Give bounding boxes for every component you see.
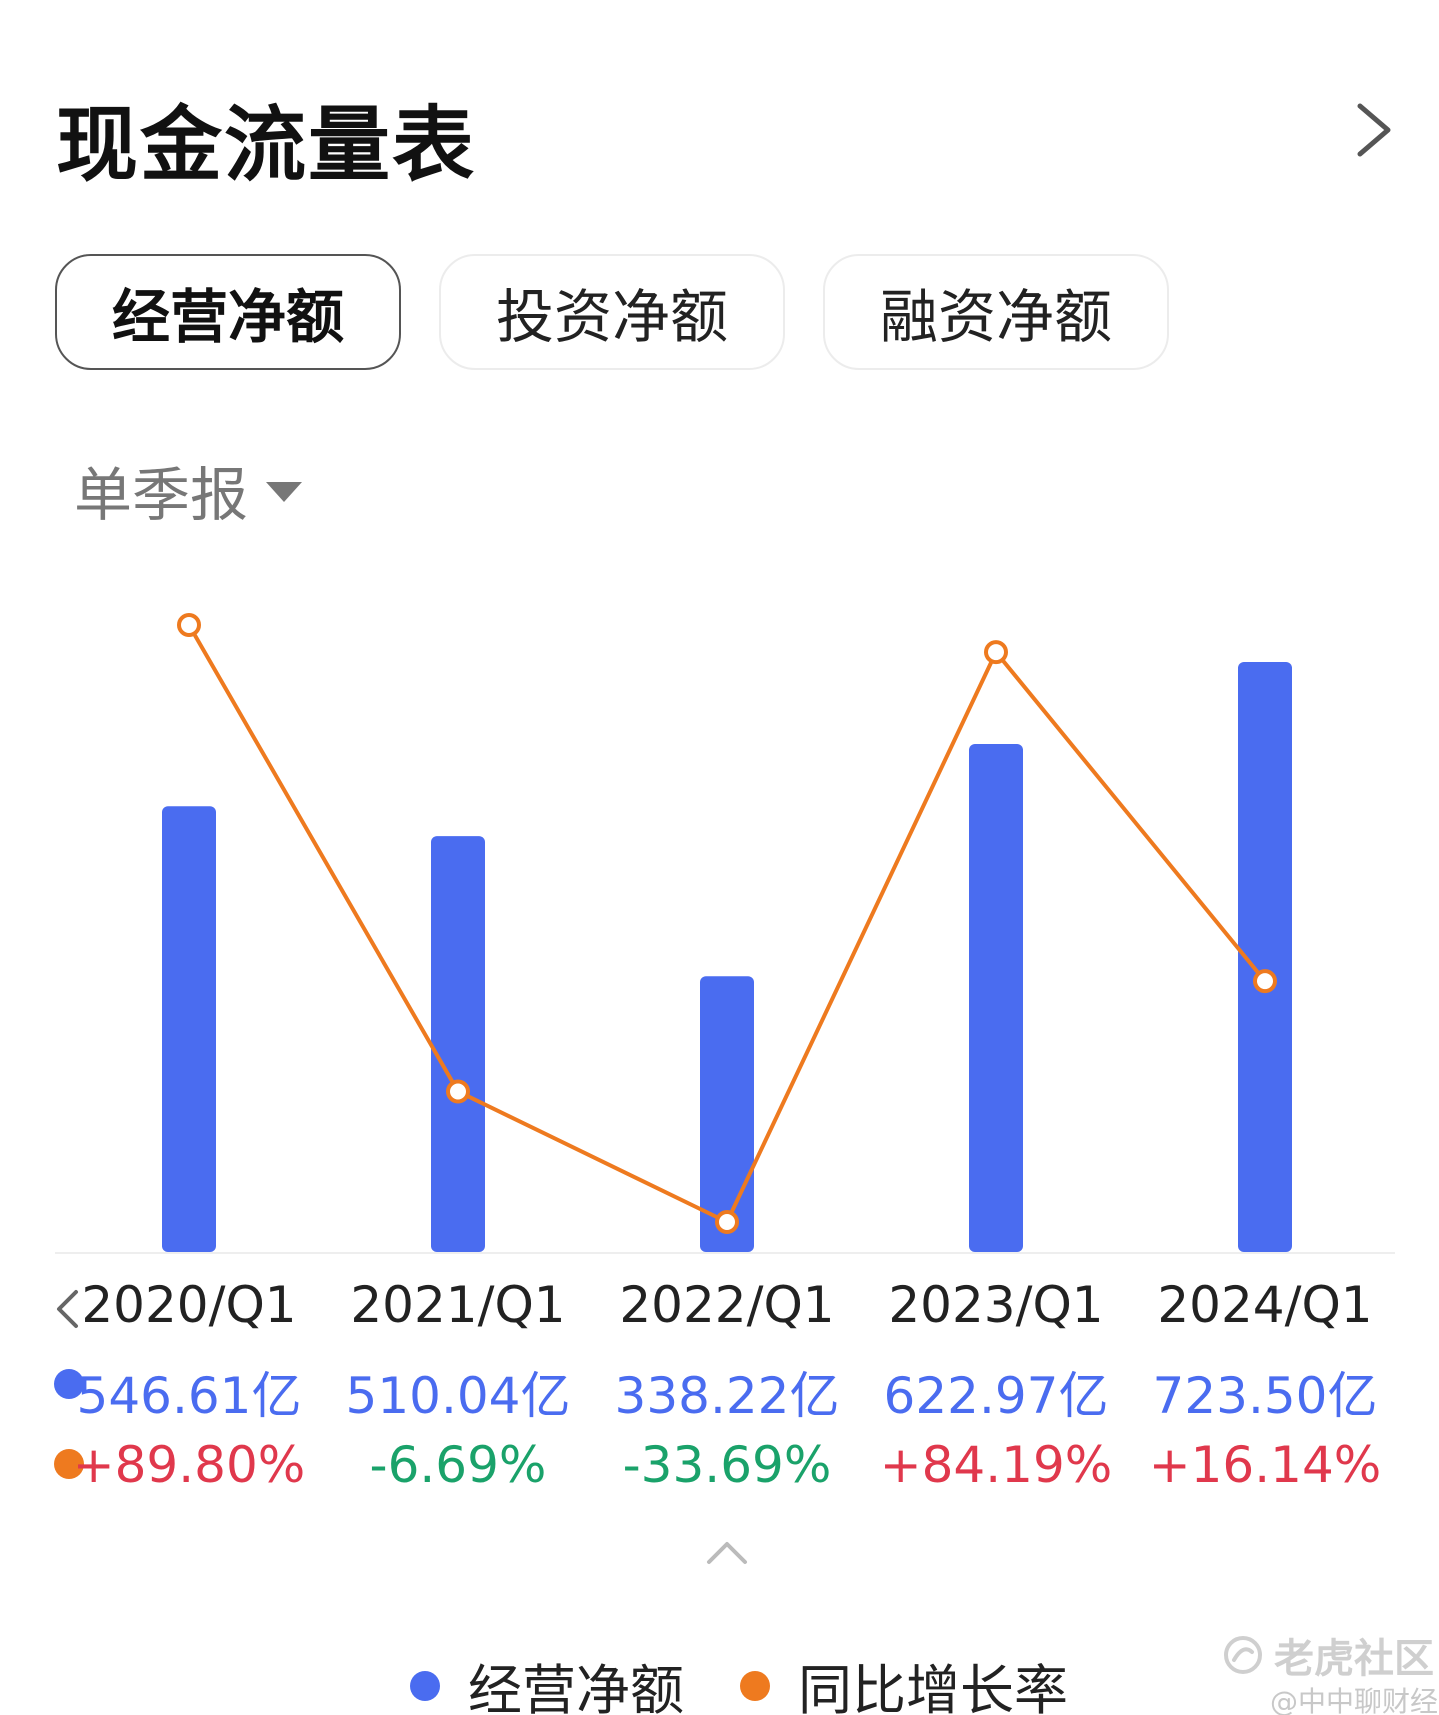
yoy-value-label: -33.69%: [622, 1436, 832, 1494]
caret-down-icon: [266, 482, 303, 502]
bar-value-label: 723.50亿: [1152, 1367, 1378, 1425]
tab-financing[interactable]: 融资净额: [823, 254, 1169, 370]
page-title: 现金流量表: [56, 98, 477, 193]
legend-item-yoy: 同比增长率: [740, 1646, 1068, 1715]
bar-value-label: 338.22亿: [614, 1367, 840, 1425]
category-label: 2021/Q1: [350, 1276, 566, 1334]
cashflow-chart: [55, 613, 1395, 1254]
yoy-value-label: +84.19%: [879, 1436, 1113, 1494]
legend-label: 经营净额: [468, 1659, 684, 1715]
chevron-left-icon[interactable]: [54, 1288, 80, 1330]
period-label: 单季报: [74, 461, 249, 529]
category-label: 2023/Q1: [888, 1276, 1104, 1334]
yoy-value-label: +16.14%: [1148, 1436, 1382, 1494]
yoy-value-label: -6.69%: [369, 1436, 547, 1494]
legend-dot-orange: [740, 1670, 770, 1701]
watermark-author: @中中聊财经: [1270, 1685, 1439, 1715]
yoy-point-2022-Q1: [715, 1210, 739, 1234]
tab-operating[interactable]: 经营净额: [55, 254, 401, 370]
yoy-point-2024-Q1: [1253, 969, 1277, 994]
chart-legend: 经营净额 同比增长率: [0, 1636, 1439, 1715]
yoy-point-2020-Q1: [177, 613, 201, 637]
category-label: 2024/Q1: [1157, 1276, 1373, 1334]
period-selector[interactable]: 单季报: [74, 448, 303, 532]
bar-2024-Q1: [1238, 662, 1292, 1252]
category-label: 2022/Q1: [619, 1276, 835, 1334]
tab-bar: 经营净额 投资净额 融资净额: [55, 254, 1169, 370]
yoy-value-label: +89.80%: [72, 1436, 306, 1494]
bar-series-dot: [54, 1369, 84, 1399]
tiger-logo-icon: [1224, 1636, 1262, 1674]
watermark: 老虎社区: [1222, 1626, 1434, 1684]
line-series-dot: [54, 1449, 84, 1479]
yoy-point-2023-Q1: [984, 640, 1008, 665]
legend-label: 同比增长率: [798, 1659, 1068, 1715]
legend-item-operating: 经营净额: [410, 1646, 684, 1715]
category-label: 2020/Q1: [81, 1276, 297, 1334]
watermark-brand: 老虎社区: [1274, 1636, 1434, 1682]
value-row: 546.61亿 510.04亿 338.22亿 622.97亿 723.50亿: [0, 1356, 1439, 1426]
bar-value-label: 510.04亿: [345, 1367, 571, 1425]
yoy-point-2021-Q1: [446, 1079, 470, 1104]
bar-2021-Q1: [431, 836, 485, 1252]
chevron-right-icon[interactable]: [1352, 100, 1396, 160]
tab-investing[interactable]: 投资净额: [439, 254, 785, 370]
yoy-row: +89.80% -6.69% -33.69% +84.19% +16.14%: [0, 1436, 1439, 1506]
category-row: 2020/Q1 2021/Q1 2022/Q1 2023/Q1 2024/Q1: [0, 1276, 1439, 1346]
bar-value-label: 546.61亿: [76, 1367, 302, 1425]
bar-value-label: 622.97亿: [883, 1367, 1109, 1425]
chevron-up-icon[interactable]: [705, 1538, 749, 1566]
bar-2023-Q1: [969, 743, 1023, 1252]
bar-2020-Q1: [162, 806, 216, 1252]
legend-dot-blue: [410, 1670, 440, 1701]
bar-2022-Q1: [700, 976, 754, 1252]
